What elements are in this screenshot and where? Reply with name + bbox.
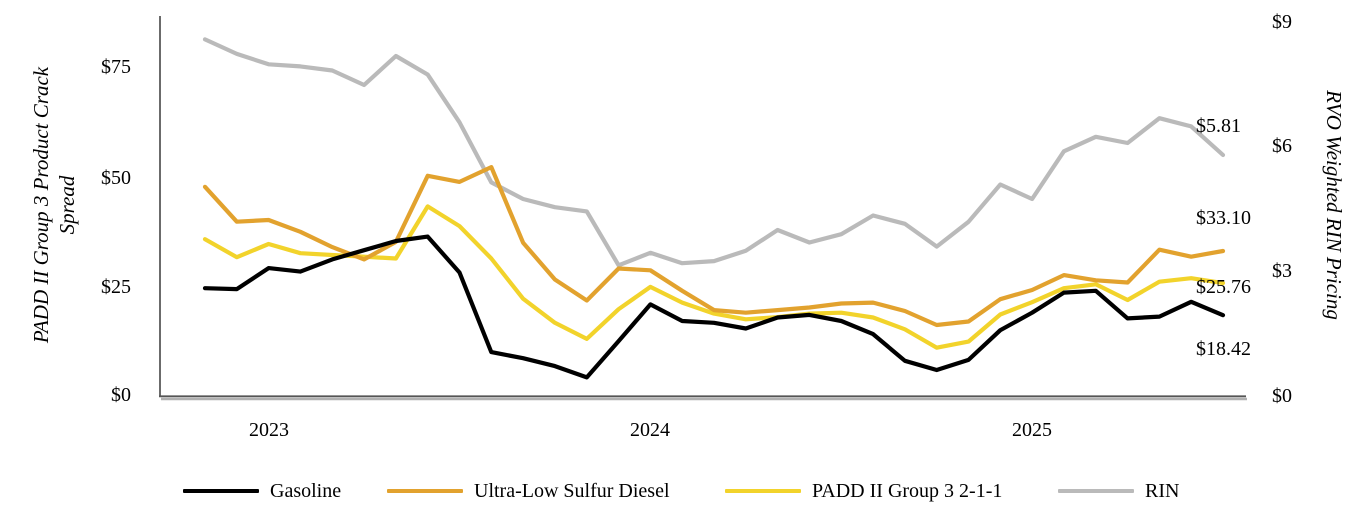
x-tick-2024: 2024: [630, 419, 670, 441]
legend-label-ulsd: Ultra-Low Sulfur Diesel: [474, 480, 670, 502]
legend-swatch-gasoline: [183, 488, 259, 494]
series-line-gasoline: [202, 234, 1226, 380]
legend-swatch-rin: [1058, 488, 1134, 494]
series-line-padd-ii-group-3-2-1-1: [202, 204, 1226, 350]
series-line-rin: [202, 37, 1226, 268]
legend-item-rin: RIN: [1058, 479, 1179, 503]
end-label-rin: $5.81: [1196, 115, 1241, 137]
right-tick-9: $9: [1272, 11, 1292, 33]
left-tick-0: $0: [111, 384, 131, 406]
end-label-padd: $25.76: [1196, 276, 1251, 298]
legend-item-ulsd: Ultra-Low Sulfur Diesel: [387, 479, 670, 503]
series-line-ultra-low-sulfur-diesel: [202, 165, 1226, 328]
legend-swatch-ulsd: [387, 488, 463, 494]
left-tick-75: $75: [101, 56, 131, 78]
legend-swatch-padd: [725, 488, 801, 494]
series-lines: [202, 37, 1226, 380]
right-axis-title: RVO Weighted RIN Pricing: [1322, 90, 1346, 320]
end-label-ulsd: $33.10: [1196, 207, 1251, 229]
right-tick-6: $6: [1272, 135, 1292, 157]
legend-label-gasoline: Gasoline: [270, 480, 342, 502]
legend-item-padd: PADD II Group 3 2-1-1: [725, 479, 1002, 503]
legend-label-padd: PADD II Group 3 2-1-1: [812, 480, 1003, 502]
end-label-gasoline: $18.42: [1196, 338, 1251, 360]
right-tick-3: $3: [1272, 260, 1292, 282]
left-axis-title-line1: PADD II Group 3 Product Crack: [29, 66, 53, 344]
x-tick-2025: 2025: [1012, 419, 1052, 441]
right-tick-0: $0: [1272, 385, 1292, 407]
legend-item-gasoline: Gasoline: [183, 479, 341, 503]
left-tick-25: $25: [101, 276, 131, 298]
x-tick-2023: 2023: [249, 419, 289, 441]
legend-label-rin: RIN: [1145, 480, 1180, 502]
left-tick-50: $50: [101, 167, 131, 189]
